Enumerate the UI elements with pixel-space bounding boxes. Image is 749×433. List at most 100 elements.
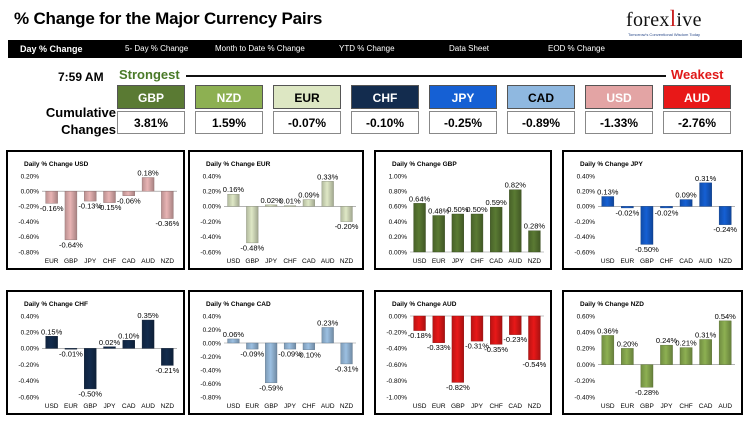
bar-chf xyxy=(490,315,503,345)
data-label: -0.02% xyxy=(655,208,679,217)
x-tick-label: NZD xyxy=(528,403,542,410)
bar-eur xyxy=(64,348,78,350)
y-tick-label: -0.40% xyxy=(386,346,407,353)
chart-usd: Daily % Change USD 0.20% 0.00% -0.20% -0.40%… xyxy=(18,161,179,265)
data-label: -0.20% xyxy=(335,222,359,231)
x-tick-label: CAD xyxy=(489,258,503,265)
bar-eur xyxy=(621,206,634,209)
x-tick-label: AUD xyxy=(718,403,732,410)
currency-code: CHF xyxy=(351,85,419,109)
bar-jpy xyxy=(283,342,297,350)
data-label: -0.06% xyxy=(117,196,141,205)
y-tick-label: -0.20% xyxy=(574,219,595,226)
chart-panel-aud: Daily % Change AUD 0.00% -0.20% -0.40% -0.60… xyxy=(374,290,552,415)
y-tick-label: 0.20% xyxy=(21,330,40,337)
bar-chf xyxy=(679,347,693,365)
chart-title: Daily % Change GBP xyxy=(392,161,457,168)
y-tick-label: 0.40% xyxy=(389,219,408,226)
data-label: 0.54% xyxy=(715,312,737,321)
x-tick-label: CHF xyxy=(103,258,116,265)
bar-gbp xyxy=(265,342,278,384)
chart-title: Daily % Change JPY xyxy=(580,161,644,168)
y-tick-label: -0.40% xyxy=(200,367,221,374)
bar-aud xyxy=(699,182,712,207)
forexlive-logo[interactable]: forexlive Tomorrow's Conventional Wisdom… xyxy=(626,6,736,40)
y-tick-label: 0.40% xyxy=(577,330,596,337)
data-label: -0.31% xyxy=(465,342,489,351)
weakest-label: Weakest xyxy=(671,67,724,82)
bar-gbp xyxy=(64,191,78,241)
bar-jpy xyxy=(103,346,116,349)
currency-code: NZD xyxy=(195,85,263,109)
y-tick-label: -0.80% xyxy=(386,378,407,385)
chart-eur: Daily % Change EUR 0.40% 0.20% 0.00% -0.20% -… xyxy=(200,161,359,265)
data-label: -0.13% xyxy=(78,202,102,211)
bar-cad xyxy=(699,339,712,365)
y-tick-label: 0.20% xyxy=(203,327,222,334)
logo-tagline: Tomorrow's Conventional Wisdom Today xyxy=(628,32,701,37)
data-label: 0.15% xyxy=(41,327,63,336)
y-tick-label: 0.00% xyxy=(389,313,408,320)
bar-aud xyxy=(321,181,334,207)
data-label: -0.31% xyxy=(335,364,359,373)
x-tick-label: AUD xyxy=(699,258,713,265)
nav-day-change[interactable]: Day % Change xyxy=(20,44,83,54)
y-tick-label: 0.80% xyxy=(389,189,408,196)
x-tick-label: NZD xyxy=(528,258,542,265)
bar-usd xyxy=(413,203,426,253)
data-label: -0.09% xyxy=(240,350,264,359)
y-tick-label: 0.00% xyxy=(389,249,408,256)
currency-cumulative-value: -0.25% xyxy=(429,111,497,134)
x-tick-label: JPY xyxy=(265,258,278,265)
currency-box-eur: EUR -0.07% xyxy=(273,85,341,134)
bar-nzd xyxy=(528,315,541,360)
y-tick-label: -0.60% xyxy=(386,362,407,369)
x-tick-label: NZD xyxy=(340,403,354,410)
bar-eur xyxy=(246,342,259,350)
bar-cad xyxy=(509,315,522,335)
bar-cad xyxy=(490,206,503,253)
currency-box-usd: USD -1.33% xyxy=(585,85,653,134)
data-label: 0.13% xyxy=(597,188,619,197)
data-label: 0.31% xyxy=(695,330,717,339)
nav-eod-change[interactable]: EOD % Change xyxy=(548,44,605,53)
data-label: 0.82% xyxy=(505,181,527,190)
data-label: -0.01% xyxy=(59,350,83,359)
y-tick-label: 0.40% xyxy=(21,313,40,320)
data-label: -0.36% xyxy=(155,219,179,228)
x-tick-label: CHF xyxy=(489,403,502,410)
data-label: 0.09% xyxy=(675,191,697,200)
bar-jpy xyxy=(265,204,278,207)
x-tick-label: JPY xyxy=(104,403,117,410)
y-tick-label: -0.20% xyxy=(574,378,595,385)
y-tick-label: -0.80% xyxy=(200,394,221,401)
data-label: 0.02% xyxy=(99,338,121,347)
y-tick-label: 0.00% xyxy=(203,340,222,347)
data-label: -0.50% xyxy=(78,389,102,398)
bar-gbp xyxy=(246,206,259,244)
currency-code: CAD xyxy=(507,85,575,109)
chart-panel-nzd: Daily % Change NZD 0.60% 0.40% 0.20% 0.00% -0… xyxy=(562,290,743,415)
data-label: -0.50% xyxy=(635,245,659,254)
nav-5-day-change[interactable]: 5- Day % Change xyxy=(125,44,189,53)
x-tick-label: JPY xyxy=(661,403,674,410)
data-label: -0.16% xyxy=(40,204,64,213)
nav-data-sheet[interactable]: Data Sheet xyxy=(449,44,490,53)
y-tick-label: -0.20% xyxy=(200,219,221,226)
currency-box-jpy: JPY -0.25% xyxy=(429,85,497,134)
data-label: -0.33% xyxy=(427,343,451,352)
x-tick-label: CAD xyxy=(122,403,136,410)
data-label: 0.59% xyxy=(486,198,508,207)
data-label: 0.18% xyxy=(137,169,159,178)
y-tick-label: 0.00% xyxy=(577,362,596,369)
x-tick-label: NZD xyxy=(340,258,354,265)
y-tick-label: -0.40% xyxy=(18,219,39,226)
nav-ytd-change[interactable]: YTD % Change xyxy=(339,44,395,53)
chart-panel-eur: Daily % Change EUR 0.40% 0.20% 0.00% -0.20% -… xyxy=(188,150,364,270)
y-tick-label: -0.60% xyxy=(18,234,39,241)
chart-gbp: Daily % Change GBP 1.00% 0.80% 0.60% 0.40% 0.… xyxy=(389,161,546,265)
nav-month-to-date-change[interactable]: Month to Date % Change xyxy=(215,44,305,53)
x-tick-label: GBP xyxy=(64,258,78,265)
data-label: -0.59% xyxy=(259,383,283,392)
x-tick-label: JPY xyxy=(84,258,97,265)
